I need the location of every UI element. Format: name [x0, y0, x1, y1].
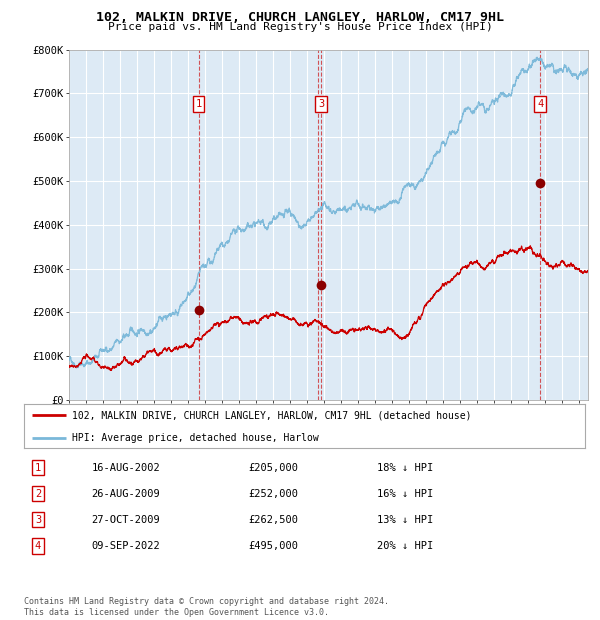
Text: HPI: Average price, detached house, Harlow: HPI: Average price, detached house, Harl…	[71, 433, 319, 443]
Text: 26-AUG-2009: 26-AUG-2009	[91, 489, 160, 499]
Text: 102, MALKIN DRIVE, CHURCH LANGLEY, HARLOW, CM17 9HL: 102, MALKIN DRIVE, CHURCH LANGLEY, HARLO…	[96, 11, 504, 24]
Text: £495,000: £495,000	[248, 541, 298, 551]
Text: 16% ↓ HPI: 16% ↓ HPI	[377, 489, 434, 499]
Text: 4: 4	[537, 99, 544, 109]
Text: 3: 3	[35, 515, 41, 525]
Text: 09-SEP-2022: 09-SEP-2022	[91, 541, 160, 551]
Text: £252,000: £252,000	[248, 489, 298, 499]
Text: 16-AUG-2002: 16-AUG-2002	[91, 463, 160, 473]
Text: 102, MALKIN DRIVE, CHURCH LANGLEY, HARLOW, CM17 9HL (detached house): 102, MALKIN DRIVE, CHURCH LANGLEY, HARLO…	[71, 410, 471, 420]
Text: 1: 1	[196, 99, 202, 109]
Text: Price paid vs. HM Land Registry's House Price Index (HPI): Price paid vs. HM Land Registry's House …	[107, 22, 493, 32]
Text: 1: 1	[35, 463, 41, 473]
Text: 13% ↓ HPI: 13% ↓ HPI	[377, 515, 434, 525]
Text: 27-OCT-2009: 27-OCT-2009	[91, 515, 160, 525]
Text: 3: 3	[318, 99, 325, 109]
Text: £262,500: £262,500	[248, 515, 298, 525]
Text: Contains HM Land Registry data © Crown copyright and database right 2024.
This d: Contains HM Land Registry data © Crown c…	[24, 598, 389, 617]
Text: 18% ↓ HPI: 18% ↓ HPI	[377, 463, 434, 473]
Text: 2: 2	[35, 489, 41, 499]
Text: 4: 4	[35, 541, 41, 551]
Text: 20% ↓ HPI: 20% ↓ HPI	[377, 541, 434, 551]
Text: £205,000: £205,000	[248, 463, 298, 473]
